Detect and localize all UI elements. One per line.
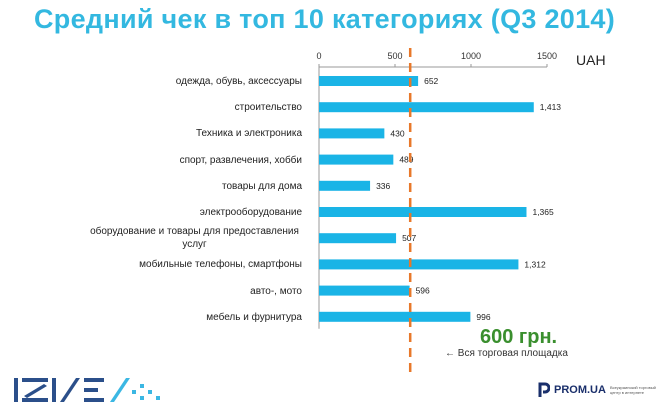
x-tick-label: 1000: [461, 51, 481, 61]
bar: [319, 259, 519, 270]
bar: [319, 180, 371, 191]
arrow-left-icon: ←: [445, 348, 455, 359]
bar-value-label: 507: [402, 233, 416, 243]
bar-value-label: 1,365: [532, 207, 554, 217]
category-label: мебель и фурнитура: [206, 311, 302, 323]
bar: [319, 154, 394, 165]
pattern-logo-graphic: [14, 378, 160, 402]
x-tick-label: 1500: [537, 51, 557, 61]
pattern-logo: [14, 376, 164, 409]
category-label: товары для дома: [221, 180, 302, 192]
reference-note-text: Вся торговая площадка: [457, 348, 568, 359]
category-label: Техника и электроника: [195, 128, 302, 140]
bar: [319, 311, 471, 322]
bar-value-label: 1,312: [524, 259, 546, 269]
bar-value-label: 489: [399, 155, 413, 165]
prom-logo-icon: [538, 382, 550, 397]
category-label: спорт, развлечения, хобби: [179, 154, 302, 166]
unit-label: UAH: [576, 52, 606, 68]
bar: [319, 285, 410, 296]
x-tick-label: 500: [387, 51, 402, 61]
category-label: мобильные телефоны, смартфоны: [139, 259, 302, 271]
bar-value-label: 652: [424, 76, 438, 86]
category-label: авто-, мото: [250, 285, 302, 297]
bar: [319, 233, 397, 244]
category-label: оборудование и товары для предоставления…: [90, 226, 299, 251]
bar-value-label: 336: [376, 181, 390, 191]
bar-value-label: 596: [416, 286, 430, 296]
bar-value-label: 996: [476, 312, 490, 322]
category-label: одежда, обувь, аксессуары: [175, 76, 302, 87]
brand-name: PROM.UA: [554, 384, 606, 396]
bar: [319, 76, 419, 86]
x-tick-label: 0: [316, 51, 321, 61]
bar-value-label: 1,413: [540, 102, 562, 112]
brand-tagline: Всеукраинский торговый центр в интернете: [609, 385, 656, 395]
category-label: электрооборудование: [199, 207, 302, 218]
bar: [319, 207, 527, 217]
reference-note: ← Вся торговая площадка: [445, 348, 568, 359]
prom-logo: PROM.UA Всеукраинский торговый центр в и…: [538, 382, 658, 398]
bar: [319, 102, 534, 113]
chart-title: Средний чек в топ 10 категориях (Q3 2014…: [34, 4, 616, 34]
category-label: строительство: [234, 102, 302, 114]
bar-value-label: 430: [390, 128, 404, 138]
reference-value-text: 600 грн.: [480, 326, 558, 348]
bar: [319, 128, 385, 139]
